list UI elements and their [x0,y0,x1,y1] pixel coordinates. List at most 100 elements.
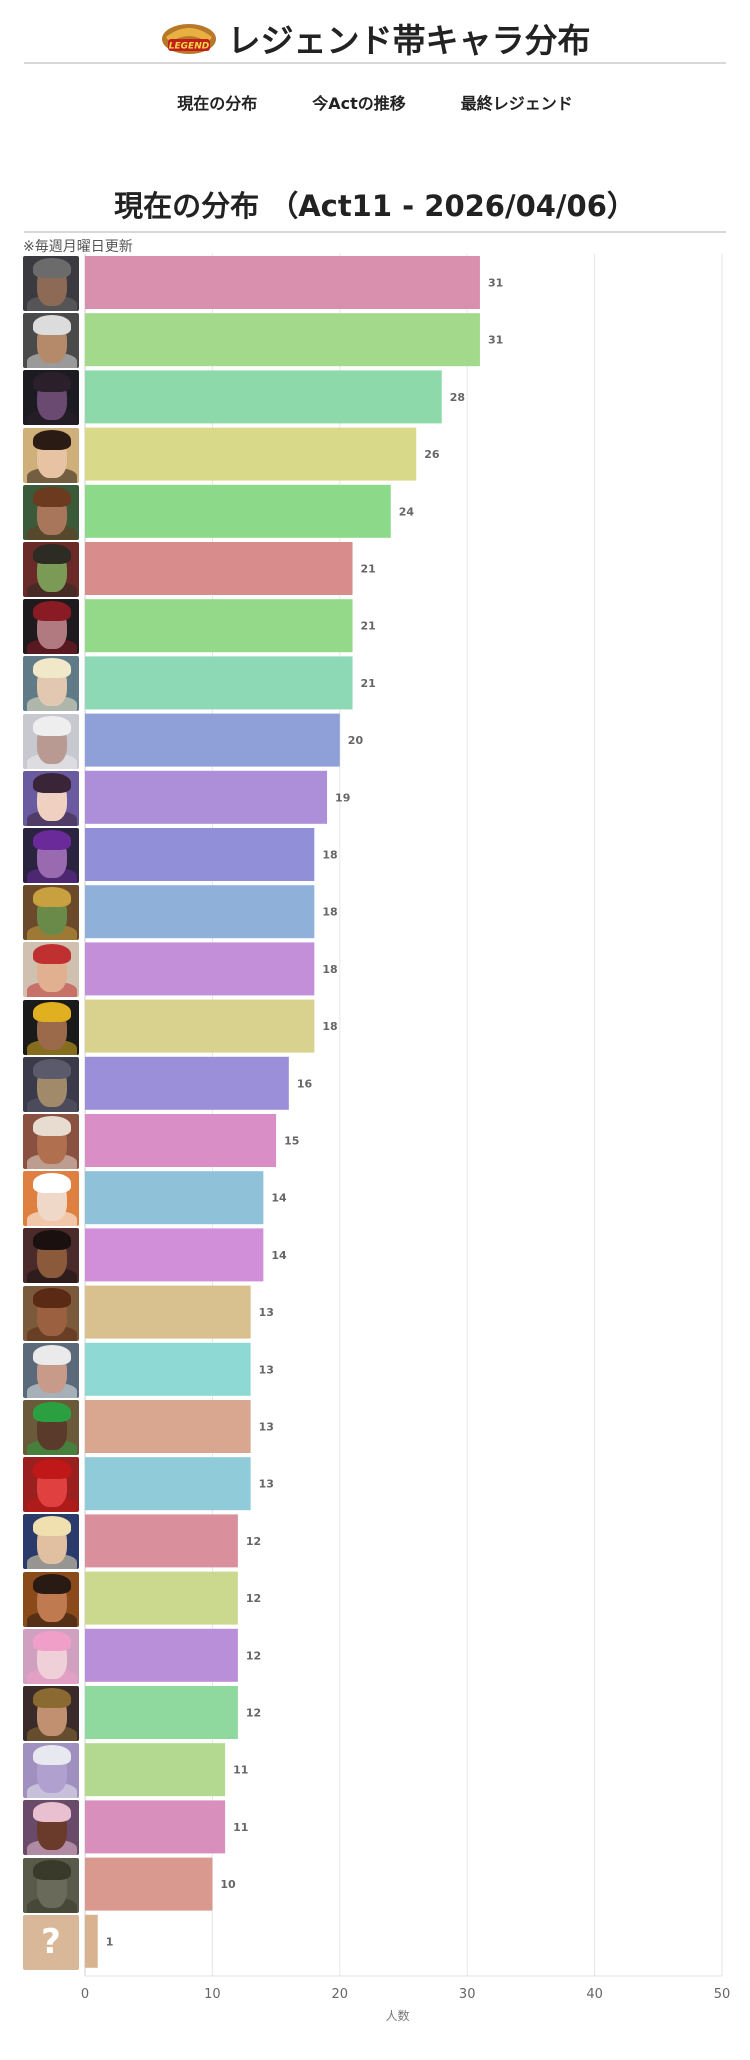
bar [85,1342,251,1396]
bar [85,256,480,309]
avatar-hair [33,1516,71,1537]
bar [85,313,480,367]
character-avatar [23,370,79,426]
avatar-hair [33,1688,71,1708]
bar-value-label: 12 [246,1649,261,1662]
section-title: 現在の分布 （Act11 - 2026/04/06） [24,183,726,233]
character-avatar [23,1800,79,1856]
character-avatar [23,1285,79,1341]
bar [85,942,315,996]
bar-value-label: 12 [246,1707,261,1720]
bar [85,1114,277,1167]
question-mark-icon: ? [41,1922,61,1963]
bar [85,1056,289,1110]
character-avatar [23,542,79,597]
character-avatar [23,942,79,998]
nav-final-legend[interactable]: 最終レジェンド [460,94,573,113]
character-avatar [23,1514,79,1570]
bar [85,1857,213,1911]
bar [85,1171,264,1225]
bar-value-label: 13 [259,1306,274,1319]
character-avatar [23,1457,79,1513]
character-avatar [23,313,79,369]
main-nav: 現在の分布 今Actの推移 最終レジェンド [0,90,750,114]
character-avatar [23,656,79,712]
character-avatar [23,1571,79,1627]
avatar-hair [33,429,71,450]
bar-value-label: 12 [246,1592,261,1605]
bar [85,1514,238,1568]
bar [85,484,391,538]
character-avatar [23,713,79,769]
bar [85,1285,251,1339]
nav-act-trend[interactable]: 今Actの推移 [312,94,406,113]
x-tick-label: 0 [81,1987,89,2002]
bar-value-label: 13 [259,1421,274,1434]
bar-value-label: 18 [322,849,337,862]
character-avatar [23,1857,79,1913]
avatar-hair [33,1402,71,1422]
bar-value-label: 21 [361,563,376,576]
bar [85,1800,226,1854]
avatar-hair [33,372,71,393]
bar-value-label: 31 [488,277,503,290]
bar-value-label: 12 [246,1535,261,1548]
legend-logo-icon: LEGEND [160,19,218,57]
bar-value-label: 16 [297,1077,313,1090]
character-avatar [23,599,79,655]
bar-value-label: 19 [335,791,350,804]
nav-current-distribution[interactable]: 現在の分布 [177,94,258,113]
character-avatar [23,1743,79,1799]
unknown-character-avatar: ? [23,1914,79,1970]
avatar-hair [33,944,71,965]
avatar-hair [33,887,71,908]
character-avatar [23,1171,79,1227]
x-tick-label: 30 [459,1987,476,2002]
character-avatar [23,1686,79,1741]
site-header: LEGEND レジェンド帯キャラ分布 [24,14,726,64]
character-avatar [23,770,79,826]
avatar-hair [33,1230,71,1251]
bar [85,427,417,481]
avatar-hair [33,1630,71,1651]
avatar-hair [33,1859,71,1880]
avatar-hair [33,315,71,336]
avatar-hair [33,486,71,507]
bar [85,999,315,1053]
bar [85,1571,238,1625]
character-avatar [23,484,79,540]
character-avatar [23,427,79,483]
bar-value-label: 31 [488,334,503,347]
bar-value-label: 14 [271,1249,287,1262]
bar [85,599,353,653]
avatar-hair [33,1058,71,1079]
character-avatar [23,256,79,311]
bar-value-label: 18 [322,906,337,919]
avatar-hair [33,1173,71,1194]
x-tick-label: 10 [204,1987,221,2002]
x-tick-label: 40 [586,1987,603,2002]
bar [85,713,340,767]
bar-value-label: 11 [233,1821,248,1834]
bar-value-label: 13 [259,1478,274,1491]
avatar-hair [33,830,71,850]
bar [85,1914,98,1968]
bar-value-label: 20 [348,734,364,747]
update-note: ※毎週月曜日更新 [23,239,133,255]
bar-value-label: 18 [322,963,337,976]
bar [85,1228,264,1282]
x-tick-label: 50 [714,1987,731,2002]
character-avatar [23,1056,79,1112]
bar-value-label: 10 [220,1878,236,1891]
character-avatar [23,1342,79,1398]
bar [85,370,442,424]
avatar-hair [33,601,71,622]
bar-value-label: 28 [450,391,465,404]
character-avatar [23,828,79,883]
avatar-hair [33,1459,71,1480]
character-avatar [23,999,79,1055]
bar [85,1628,238,1682]
svg-text:LEGEND: LEGEND [168,42,209,52]
bar-value-label: 1 [106,1935,114,1948]
